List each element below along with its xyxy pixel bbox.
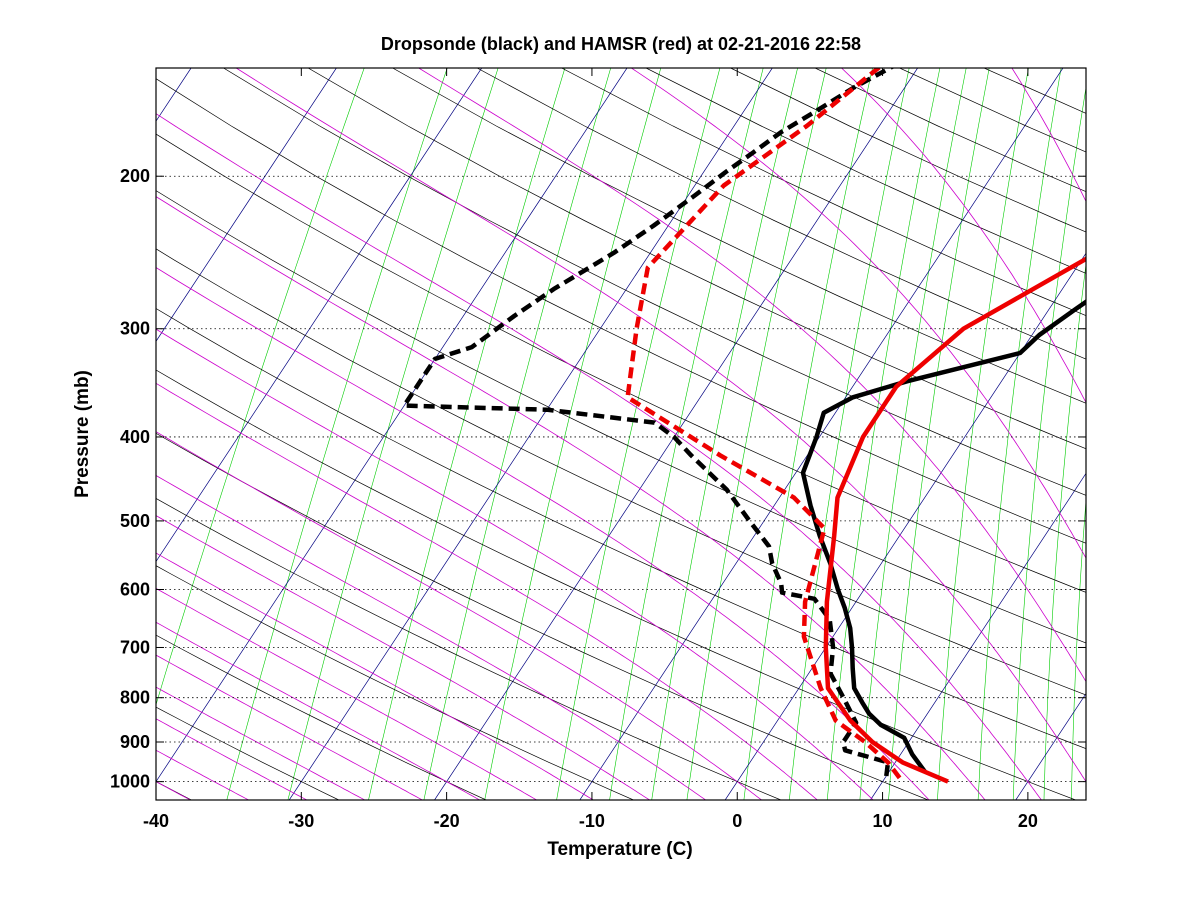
isotherm--10 [579, 68, 1064, 800]
mixing-ratio-line-0 [156, 68, 365, 706]
x-tick-label: 10 [873, 811, 893, 831]
dry-adiabat--30 [156, 706, 339, 800]
x-tick-label: -10 [579, 811, 605, 831]
mixing-ratio-line-6 [556, 68, 721, 800]
y-tick-label: 400 [120, 427, 150, 447]
x-tick-label: -30 [288, 811, 314, 831]
series-layer [401, 68, 1086, 784]
x-tick-label: -40 [143, 811, 169, 831]
y-tick-label: 600 [120, 579, 150, 599]
x-tick-label: 0 [732, 811, 742, 831]
dry-adiabat-100 [392, 68, 1086, 404]
y-tick-label: 700 [120, 637, 150, 657]
isotherm-10 [870, 472, 1086, 800]
isotherm--60 [156, 68, 337, 342]
x-tick-label: 20 [1018, 811, 1038, 831]
dry-adiabat-90 [307, 68, 1086, 450]
isotherm--50 [156, 68, 482, 563]
y-tick-label: 800 [120, 688, 150, 708]
dropsonde-dewpoint-line [401, 68, 895, 777]
plot-frame [155, 67, 1087, 801]
y-axis-label: Pressure (mb) [72, 370, 93, 498]
y-tick-label: 200 [120, 166, 150, 186]
moist-adiabat-0 [156, 431, 762, 800]
dry-adiabat--10 [156, 565, 634, 800]
isobar-gridlines [156, 175, 1086, 783]
x-axis: -40 -30 -20 -10 0 10 20 [143, 68, 1038, 831]
mixing-ratio-line-15 [937, 68, 1029, 800]
y-axis: 200 300 400 500 600 700 800 900 1000 [110, 166, 1086, 792]
moist-adiabat-24 [235, 68, 1086, 783]
mixing-ratio-line-5 [484, 68, 662, 800]
dropsonde-temperature-line [800, 299, 1086, 774]
moist-adiabat-32 [631, 68, 1086, 559]
y-tick-label: 500 [120, 511, 150, 531]
chart-title: Dropsonde (black) and HAMSR (red) at 02-… [381, 34, 861, 54]
y-tick-label: 900 [120, 732, 150, 752]
x-tick-label: -20 [434, 811, 460, 831]
y-tick-label: 1000 [110, 772, 150, 792]
dry-adiabat-20 [156, 369, 1076, 800]
moist-adiabat-28 [418, 68, 1086, 683]
hamsr-temperature-line [823, 256, 1086, 784]
moist-adiabat--24 [156, 654, 423, 800]
moist-adiabat--4 [156, 474, 706, 800]
moist-adiabat--20 [156, 621, 480, 800]
moist-adiabat--32 [156, 718, 307, 800]
moist-adiabat--12 [156, 552, 594, 800]
dry-adiabat-110 [476, 68, 1086, 360]
y-tick-label: 300 [120, 319, 150, 339]
hamsr-dewpoint-line [625, 68, 902, 780]
isotherm--40 [156, 68, 628, 783]
x-axis-label: Temperature (C) [547, 839, 692, 860]
isotherm--30 [288, 68, 773, 800]
isotherm-0 [724, 252, 1086, 800]
dry-adiabat-0 [156, 498, 782, 800]
moist-adiabat--28 [156, 686, 365, 800]
moist-adiabat--16 [156, 587, 537, 800]
